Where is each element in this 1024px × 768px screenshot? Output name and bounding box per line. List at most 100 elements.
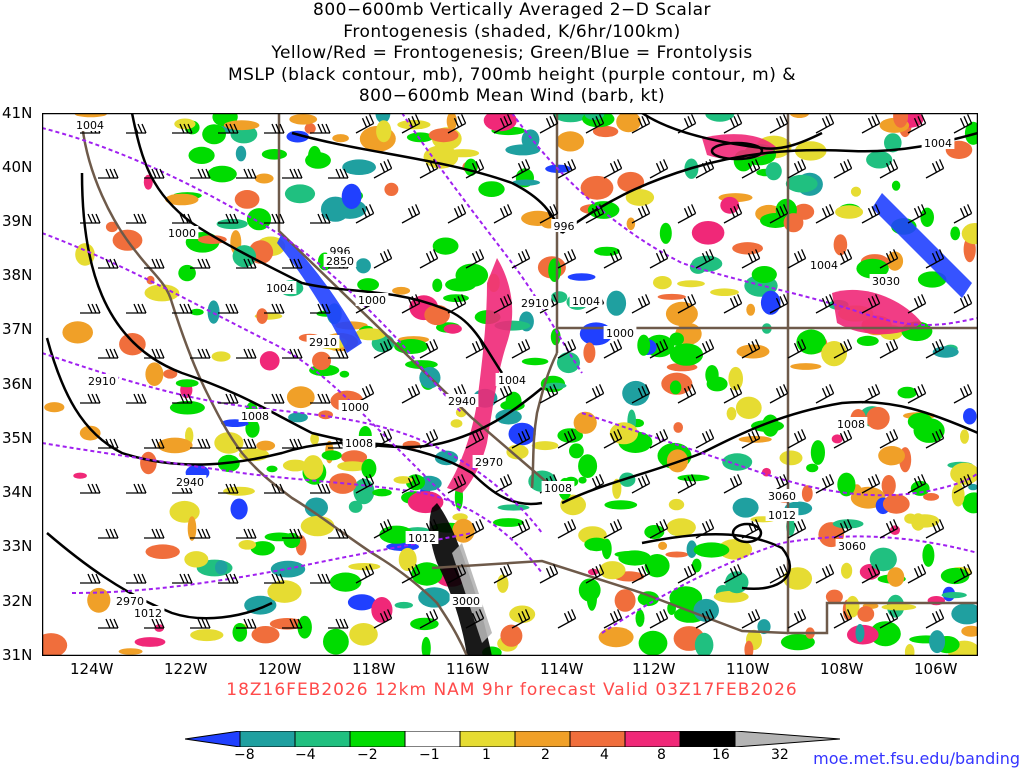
wind-barb	[557, 249, 577, 269]
wind-barb	[401, 114, 421, 134]
shading-cell	[163, 369, 178, 379]
wind-barb	[355, 114, 375, 134]
wind-barb	[741, 429, 761, 449]
shading-cell	[586, 585, 598, 611]
lat-label: 39N	[2, 212, 33, 230]
wind-barb	[879, 609, 899, 629]
wind-barb	[218, 303, 239, 314]
wind-barb	[236, 258, 257, 269]
shading-cell	[644, 554, 670, 578]
shading-cell	[421, 636, 431, 656]
frontogenesis-band	[872, 193, 972, 298]
colorbar-swatch	[514, 731, 571, 747]
shading-cell	[669, 380, 682, 395]
wind-barb	[631, 384, 651, 404]
wind-barb	[585, 564, 605, 584]
wind-barb	[723, 564, 743, 584]
shading-cell	[230, 498, 248, 520]
mslp-label: 1008	[345, 437, 373, 450]
colorbar-swatch	[459, 731, 516, 747]
shading-cell	[557, 352, 580, 374]
wind-barb	[603, 249, 623, 269]
wind-barb	[695, 249, 715, 269]
wind-barb	[126, 573, 147, 584]
wind-barb	[190, 258, 211, 269]
wind-barb	[677, 474, 697, 494]
wind-barb	[603, 429, 623, 449]
colorbar-label: 1	[482, 747, 491, 763]
shading-cell	[450, 419, 463, 428]
wind-barb	[631, 564, 651, 584]
wind-barb	[310, 393, 331, 404]
shading-cell	[780, 634, 815, 651]
colorbar-swatch	[239, 731, 296, 747]
shading-cell	[665, 551, 689, 558]
shading-cell	[234, 190, 260, 209]
shading-cell	[705, 113, 735, 122]
wind-barb	[310, 483, 331, 494]
shading-cell	[216, 218, 248, 230]
wind-barb	[695, 339, 715, 359]
mslp-label-bg	[569, 294, 603, 307]
shading-cell	[478, 181, 505, 197]
shading-cell	[105, 221, 119, 233]
mslp-label-bg	[342, 436, 376, 449]
shading-cell	[361, 458, 377, 479]
mslp-label-bg	[238, 409, 272, 422]
shading-cell	[500, 624, 523, 647]
wind-barb	[373, 159, 393, 179]
wind-barb	[282, 168, 303, 179]
shading-cell	[677, 280, 705, 288]
wind-barb	[126, 123, 147, 134]
map-title: 800−600mb Vertically Averaged 2−D Scalar…	[0, 0, 1024, 108]
colorbar-swatch	[624, 731, 681, 747]
wind-barb	[557, 609, 577, 629]
wind-barb	[787, 339, 807, 359]
shading-cell	[245, 419, 260, 438]
wind-barb	[585, 204, 605, 224]
wind-barb	[310, 303, 331, 314]
lat-label: 37N	[2, 320, 33, 338]
wind-barb	[282, 528, 303, 539]
shading-cell	[87, 587, 111, 613]
wind-barb	[447, 204, 467, 224]
shading-cell	[321, 450, 342, 461]
wind-barb	[953, 114, 973, 134]
wind-barb	[264, 483, 285, 494]
shading-cell	[384, 182, 399, 196]
wind-barb	[861, 384, 881, 404]
wind-barb	[815, 204, 835, 224]
shading-cell	[305, 152, 331, 169]
wind-barb	[465, 159, 485, 179]
wind-barb	[80, 573, 101, 584]
shading-cell	[599, 561, 626, 580]
credit-link[interactable]: moe.met.fsu.edu/banding	[813, 749, 1020, 768]
shading-cell	[886, 251, 904, 271]
wind-barb	[815, 564, 835, 584]
mslp-label-bg	[355, 293, 389, 306]
lon-label: 112W	[632, 660, 676, 678]
shading-cell	[165, 193, 199, 206]
wind-barb	[465, 609, 485, 629]
wind-barb	[355, 204, 375, 224]
wind-barb	[769, 474, 789, 494]
shading-cell	[580, 175, 614, 200]
wind-barb	[126, 303, 147, 314]
shading-cell	[497, 574, 509, 593]
shading-cell	[144, 284, 180, 302]
wind-barb	[98, 618, 119, 629]
wind-barb	[144, 258, 165, 269]
wind-barb	[741, 249, 761, 269]
wind-barb	[539, 204, 559, 224]
shading-cell	[657, 293, 686, 300]
shading-cell	[432, 237, 459, 255]
wind-barb	[447, 294, 467, 314]
shading-cell	[796, 329, 826, 355]
shading-cell	[941, 592, 967, 599]
shading-cell	[866, 150, 893, 169]
height-label: 2970	[116, 595, 144, 608]
wind-barb	[879, 429, 899, 449]
wind-barb	[264, 213, 285, 224]
lon-label: 120W	[258, 660, 302, 678]
shading-cell	[432, 278, 443, 292]
